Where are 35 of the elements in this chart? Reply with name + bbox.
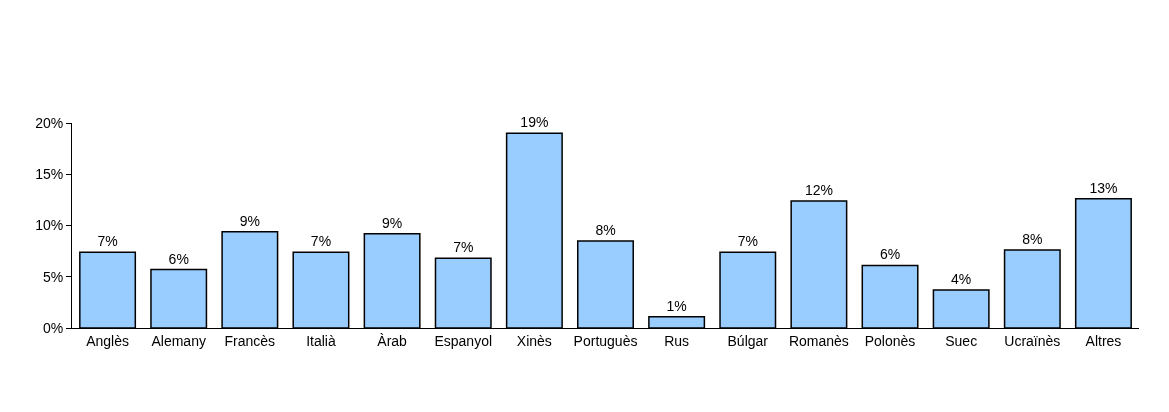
x-tick-label: Àrab [377,332,408,349]
x-tick-label: Portuguès [573,332,638,349]
data-label: 6% [879,246,901,263]
data-label: 7% [97,233,118,250]
x-tick-label: Rus [664,332,690,349]
x-tick-label: Romanès [788,332,849,349]
x-tick-label: Búlgar [727,332,769,349]
x-tick-label: Alemany [151,332,206,349]
data-label: 8% [595,221,616,238]
data-label: 1% [666,297,687,314]
y-tick-label: 5% [42,268,64,285]
y-tick-label: 0% [42,319,64,336]
data-label: 19% [520,114,549,131]
x-tick-label: Anglès [86,332,129,349]
x-tick-label: Altres [1085,332,1122,349]
data-label: 9% [381,214,403,231]
x-tick-label: Ucraïnès [1004,332,1061,349]
x-tick-label: Polonès [864,332,916,349]
data-label: 9% [239,212,260,229]
data-label: 7% [453,239,474,256]
x-tick-label: Francès [224,332,276,349]
data-label: 12% [804,181,833,198]
data-label: 7% [737,233,758,250]
data-label: 7% [310,233,332,250]
x-tick-label: Suec [945,332,978,349]
data-label: 8% [1022,231,1043,248]
x-tick-label: Xinès [516,332,552,349]
y-tick-label: 15% [35,166,64,183]
data-label: 13% [1089,179,1118,196]
x-tick-label: Italià [306,332,336,349]
y-tick-label: 20% [35,114,64,131]
y-tick-label: 10% [35,217,64,234]
x-tick-label: Espanyol [434,332,493,349]
data-label: 6% [168,250,189,267]
data-label: 4% [951,271,972,288]
